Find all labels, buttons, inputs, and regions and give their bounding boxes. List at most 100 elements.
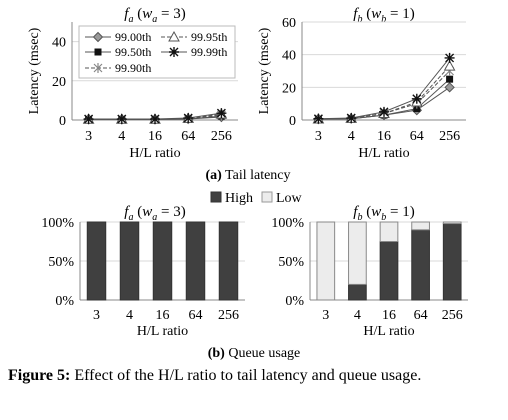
triangle-marker (443, 60, 456, 71)
x-axis-label: H/L ratio (129, 146, 180, 161)
x-tick-label: 256 (218, 308, 239, 323)
legend-marker (94, 48, 102, 56)
bar-high (119, 221, 140, 301)
y-tick-label: 20 (52, 75, 66, 90)
bar-high (185, 221, 206, 301)
y-tick-label: 40 (52, 36, 66, 51)
x-tick-label: 256 (442, 308, 463, 323)
asterisk-marker (83, 114, 94, 125)
x-axis-label: H/L ratio (137, 324, 188, 339)
diamond-marker (92, 31, 104, 43)
asterisk-marker (116, 114, 127, 125)
x-tick-label: 3 (315, 129, 322, 144)
x-tick-label: 4 (118, 129, 125, 144)
triangle-marker (168, 30, 180, 42)
y-tick-label: 50% (278, 255, 304, 270)
legend-swatch-low (261, 191, 273, 203)
x-tick-label: 256 (439, 129, 460, 144)
legend-marker (168, 30, 180, 42)
x-tick-label: 256 (211, 129, 232, 144)
data-point (444, 82, 455, 93)
x-tick-label: 16 (148, 129, 162, 144)
x-tick-label: 64 (414, 308, 428, 323)
square-marker (446, 75, 454, 83)
data-point (446, 75, 454, 83)
y-tick-label: 0 (289, 114, 296, 129)
bar-low (316, 221, 336, 301)
x-axis-label: H/L ratio (358, 146, 409, 161)
x-tick-label: 16 (377, 129, 391, 144)
bar-low (379, 221, 399, 242)
y-tick-label: 0% (285, 294, 304, 309)
asterisk-marker (216, 108, 227, 119)
y-tick-label: 0% (55, 294, 74, 309)
asterisk-marker (346, 113, 357, 124)
asterisk-marker (150, 114, 160, 125)
data-point (411, 93, 422, 104)
y-tick-label: 60 (282, 16, 296, 31)
x-tick-label: 64 (410, 129, 424, 144)
data-point (183, 113, 194, 124)
bar-high (379, 241, 399, 301)
data-point (150, 114, 160, 125)
subcaption-a: (a) Tail latency (205, 168, 290, 183)
bar-high (442, 223, 462, 301)
chart-title: fa (wa = 3) (124, 6, 185, 25)
data-point (216, 108, 227, 119)
data-point (83, 114, 94, 125)
asterisk-marker (313, 113, 324, 124)
figure-caption-label: Figure 5: (8, 367, 71, 384)
data-point (379, 106, 389, 117)
x-tick-label: 3 (322, 308, 329, 323)
chart-title: fb (wb = 1) (353, 204, 414, 223)
bar-high (411, 229, 430, 301)
diamond-marker (444, 82, 455, 93)
bar-high (86, 221, 107, 301)
chart-title: fa (wa = 3) (124, 204, 185, 223)
asterisk-marker (411, 93, 422, 104)
legend-label: 99.50th (115, 45, 151, 59)
data-point (313, 113, 324, 124)
legend-label: 99.99th (191, 45, 227, 59)
data-point (443, 60, 456, 71)
bar-high (348, 283, 367, 301)
asterisk-marker (444, 52, 455, 63)
legend-label: 99.90th (115, 61, 151, 75)
y-tick-label: 100% (271, 216, 304, 231)
y-tick-label: 40 (282, 49, 296, 64)
x-tick-label: 4 (354, 308, 361, 323)
legend-marker (93, 63, 103, 73)
y-axis-label: Latency (msec) (257, 27, 272, 114)
bar-legend: High Low (210, 191, 303, 206)
subcaption-b: (b) Queue usage (208, 346, 301, 361)
legend-label: 99.00th (115, 30, 151, 44)
figure-caption-text: Effect of the H/L ratio to tail latency … (70, 367, 422, 384)
legend-marker (92, 31, 104, 43)
y-tick-label: 100% (41, 216, 74, 231)
asterisk-marker (183, 113, 194, 124)
x-tick-label: 64 (181, 129, 195, 144)
chart-title: fb (wb = 1) (353, 6, 414, 25)
figure: fa (wa = 3) 0 20 40 3 4 16 64 256 H/L ratio Latenc… (27, 6, 468, 361)
x-tick-label: 16 (382, 308, 396, 323)
y-tick-label: 50% (48, 255, 74, 270)
x-axis-label: H/L ratio (363, 324, 414, 339)
x-tick-label: 4 (348, 129, 355, 144)
x-tick-label: 4 (126, 308, 133, 323)
legend-label: 99.95th (191, 30, 227, 44)
y-tick-label: 20 (282, 81, 296, 96)
cross-marker (93, 63, 103, 73)
square-marker (94, 48, 102, 56)
figure-caption: Figure 5: Effect of the H/L ratio to tai… (8, 366, 502, 386)
x-tick-label: 16 (156, 308, 170, 323)
bar-low (442, 221, 462, 225)
data-point (346, 113, 357, 124)
legend-label-low: Low (276, 191, 303, 206)
x-tick-label: 3 (93, 308, 100, 323)
x-tick-label: 64 (189, 308, 203, 323)
bar-low (411, 221, 430, 231)
legend-marker (169, 47, 179, 57)
y-axis-label: Latency (msec) (27, 27, 42, 114)
data-point (444, 52, 455, 63)
